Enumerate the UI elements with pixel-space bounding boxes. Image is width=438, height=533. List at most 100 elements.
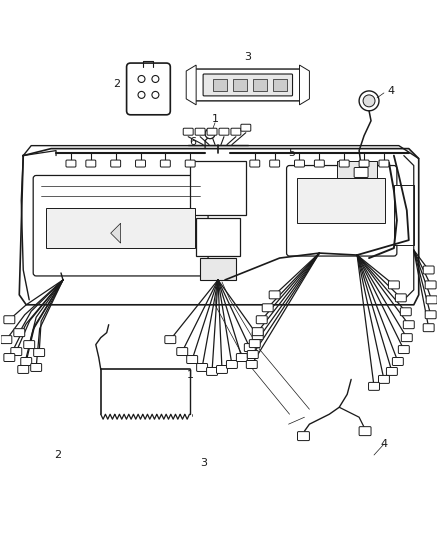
Bar	[394, 185, 414, 245]
Text: 2: 2	[113, 79, 120, 89]
Text: 4: 4	[387, 86, 395, 96]
FancyBboxPatch shape	[111, 160, 120, 167]
FancyBboxPatch shape	[423, 324, 434, 332]
FancyBboxPatch shape	[368, 382, 379, 390]
FancyBboxPatch shape	[4, 316, 15, 324]
Bar	[273, 79, 286, 91]
FancyBboxPatch shape	[246, 360, 257, 368]
FancyBboxPatch shape	[401, 334, 412, 342]
Bar	[190, 160, 246, 215]
FancyBboxPatch shape	[252, 328, 263, 336]
FancyBboxPatch shape	[203, 74, 293, 96]
FancyBboxPatch shape	[31, 364, 42, 372]
Bar	[196, 218, 240, 256]
FancyBboxPatch shape	[379, 160, 389, 167]
FancyBboxPatch shape	[396, 294, 406, 302]
FancyBboxPatch shape	[262, 304, 273, 312]
FancyBboxPatch shape	[400, 308, 411, 316]
FancyBboxPatch shape	[66, 160, 76, 167]
FancyBboxPatch shape	[185, 160, 195, 167]
Bar	[233, 79, 247, 91]
FancyBboxPatch shape	[426, 296, 437, 304]
FancyBboxPatch shape	[252, 332, 263, 340]
Text: 1: 1	[212, 114, 219, 124]
Circle shape	[138, 92, 145, 99]
FancyBboxPatch shape	[237, 353, 247, 361]
FancyBboxPatch shape	[389, 281, 399, 289]
Circle shape	[363, 95, 375, 107]
Circle shape	[138, 76, 145, 83]
FancyBboxPatch shape	[160, 160, 170, 167]
Bar	[337, 160, 377, 179]
FancyBboxPatch shape	[339, 160, 349, 167]
Bar	[200, 258, 236, 280]
FancyBboxPatch shape	[354, 167, 368, 177]
FancyBboxPatch shape	[216, 366, 227, 374]
FancyBboxPatch shape	[386, 367, 397, 375]
FancyBboxPatch shape	[256, 316, 267, 324]
FancyBboxPatch shape	[1, 336, 12, 344]
FancyBboxPatch shape	[24, 341, 35, 349]
FancyBboxPatch shape	[359, 426, 371, 435]
Polygon shape	[186, 65, 196, 105]
FancyBboxPatch shape	[177, 348, 188, 356]
FancyBboxPatch shape	[219, 128, 229, 135]
Circle shape	[152, 92, 159, 99]
Circle shape	[359, 91, 379, 111]
FancyBboxPatch shape	[18, 366, 29, 374]
FancyBboxPatch shape	[231, 128, 241, 135]
FancyBboxPatch shape	[21, 358, 32, 366]
FancyBboxPatch shape	[247, 351, 258, 359]
FancyBboxPatch shape	[423, 266, 434, 274]
FancyBboxPatch shape	[207, 128, 217, 135]
FancyBboxPatch shape	[226, 360, 237, 368]
FancyBboxPatch shape	[392, 358, 403, 366]
FancyBboxPatch shape	[403, 321, 414, 329]
FancyBboxPatch shape	[195, 128, 205, 135]
Bar	[297, 179, 385, 223]
Text: 3: 3	[244, 52, 251, 62]
FancyBboxPatch shape	[314, 160, 324, 167]
FancyBboxPatch shape	[249, 340, 260, 348]
FancyBboxPatch shape	[11, 348, 22, 356]
Text: 5: 5	[289, 148, 296, 158]
FancyBboxPatch shape	[359, 160, 369, 167]
FancyBboxPatch shape	[127, 63, 170, 115]
Bar	[46, 208, 195, 248]
FancyBboxPatch shape	[187, 356, 198, 364]
Circle shape	[205, 129, 215, 139]
FancyBboxPatch shape	[33, 175, 208, 276]
Text: 6: 6	[189, 137, 196, 147]
FancyBboxPatch shape	[86, 160, 96, 167]
Bar	[253, 79, 267, 91]
FancyBboxPatch shape	[207, 367, 218, 375]
FancyBboxPatch shape	[194, 69, 301, 101]
FancyBboxPatch shape	[34, 349, 45, 357]
FancyBboxPatch shape	[425, 281, 436, 289]
Polygon shape	[300, 65, 309, 105]
FancyBboxPatch shape	[297, 432, 309, 441]
Bar	[213, 79, 227, 91]
FancyBboxPatch shape	[425, 311, 436, 319]
FancyBboxPatch shape	[14, 329, 25, 337]
FancyBboxPatch shape	[135, 160, 145, 167]
FancyBboxPatch shape	[270, 160, 279, 167]
FancyBboxPatch shape	[398, 345, 409, 353]
Polygon shape	[111, 223, 120, 243]
Text: 3: 3	[200, 458, 207, 467]
FancyBboxPatch shape	[294, 160, 304, 167]
FancyBboxPatch shape	[286, 166, 397, 256]
FancyBboxPatch shape	[241, 124, 251, 131]
FancyBboxPatch shape	[378, 375, 389, 383]
Text: 2: 2	[54, 450, 61, 460]
FancyBboxPatch shape	[250, 160, 260, 167]
Text: 4: 4	[381, 439, 388, 449]
Polygon shape	[19, 149, 419, 305]
FancyBboxPatch shape	[269, 291, 280, 299]
FancyBboxPatch shape	[4, 353, 15, 361]
FancyBboxPatch shape	[165, 336, 176, 344]
FancyBboxPatch shape	[197, 364, 208, 372]
Circle shape	[152, 76, 159, 83]
FancyBboxPatch shape	[244, 344, 255, 352]
FancyBboxPatch shape	[183, 128, 193, 135]
